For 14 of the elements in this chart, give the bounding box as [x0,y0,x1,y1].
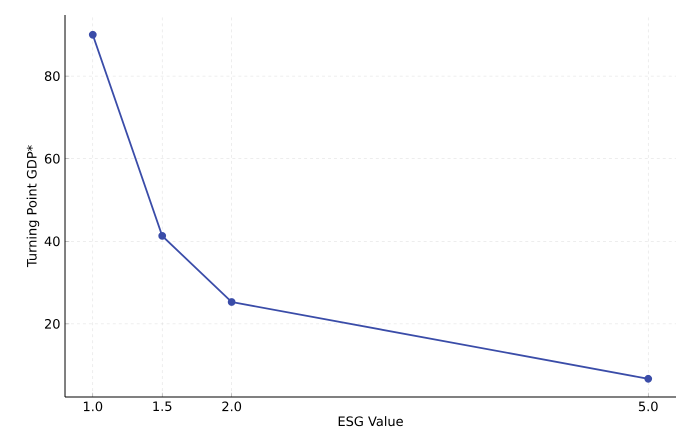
y-tick-label: 20 [44,318,60,329]
x-tick-label: 5.0 [638,402,658,412]
x-axis-title: ESG Value [338,416,403,426]
y-axis-title: Turning Point GDP* [26,145,40,268]
point [88,30,97,39]
point [644,374,652,383]
y-tick-label: 60 [44,154,60,164]
x-tick-label: 2.0 [222,402,242,412]
x-tick-label: 1.0 [84,402,102,412]
point [228,298,236,306]
x-tick-label: 1.5 [153,402,172,412]
y-tick-label: 80 [44,71,60,82]
y-tick-label: 40 [44,236,60,246]
point [158,232,166,240]
